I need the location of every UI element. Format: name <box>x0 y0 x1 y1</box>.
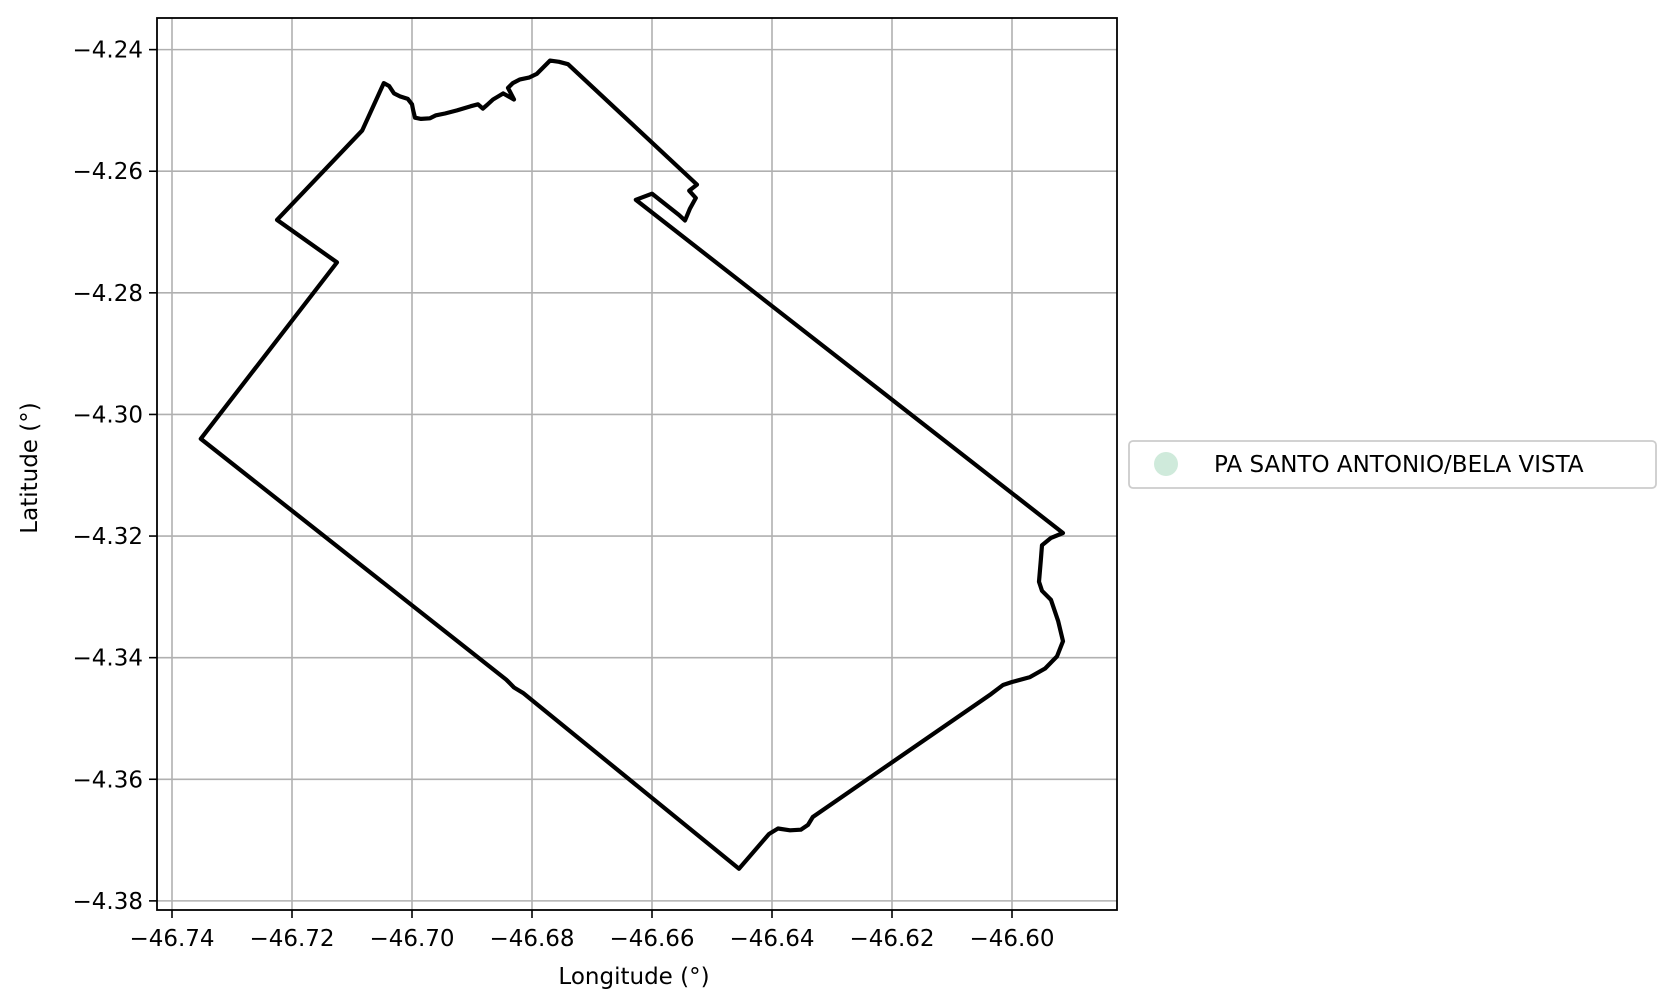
axis-ticks: −46.74 −46.72 −46.70 −46.68 −46.66 −46.64 −46.… <box>73 38 1055 952</box>
y-tick-label: −4.28 <box>73 281 143 307</box>
y-axis-title: Latitude (°) <box>17 402 43 533</box>
y-tick-label: −4.36 <box>73 767 143 793</box>
grid-lines <box>157 18 1117 910</box>
settlement-boundary-outline <box>198 58 1066 871</box>
y-tick-label: −4.38 <box>73 889 143 915</box>
legend: PA SANTO ANTONIO/BELA VISTA <box>1128 440 1657 489</box>
x-tick-label: −46.74 <box>129 926 214 952</box>
x-tick-label: −46.62 <box>849 926 934 952</box>
y-tick-label: −4.30 <box>73 402 143 428</box>
x-tick-label: −46.68 <box>489 926 574 952</box>
y-tick-label: −4.24 <box>73 38 143 64</box>
legend-label: PA SANTO ANTONIO/BELA VISTA <box>1214 452 1584 478</box>
x-tick-label: −46.72 <box>249 926 334 952</box>
x-tick-label: −46.64 <box>729 926 814 952</box>
x-tick-label: −46.66 <box>609 926 694 952</box>
y-tick-label: −4.34 <box>73 646 143 672</box>
plot-area-frame <box>156 17 1118 911</box>
y-tick-label: −4.26 <box>73 159 143 185</box>
x-tick-label: −46.60 <box>969 926 1054 952</box>
x-axis-title: Longitude (°) <box>558 964 709 990</box>
legend-marker <box>1154 452 1178 476</box>
y-tick-label: −4.32 <box>73 524 143 550</box>
legend-box <box>1128 440 1657 489</box>
x-tick-label: −46.70 <box>369 926 454 952</box>
